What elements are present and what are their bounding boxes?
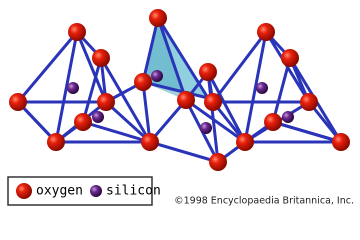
bonds [14,14,345,165]
silicate-diagram: oxygen silicon ©1998 Encyclopaedia Brita… [7,9,354,207]
legend-silicon-swatch [90,185,102,197]
legend-oxygen-swatch [16,183,32,199]
credit: ©1998 Encyclopaedia Britannica, Inc. [174,196,354,207]
shaded-tetrahedron [143,18,208,100]
oxygen-atoms [9,9,350,171]
legend-label: silicon [106,184,161,199]
legend: oxygen silicon [7,176,161,206]
silicon-atoms [67,70,294,134]
legend-label: oxygen [36,184,83,199]
